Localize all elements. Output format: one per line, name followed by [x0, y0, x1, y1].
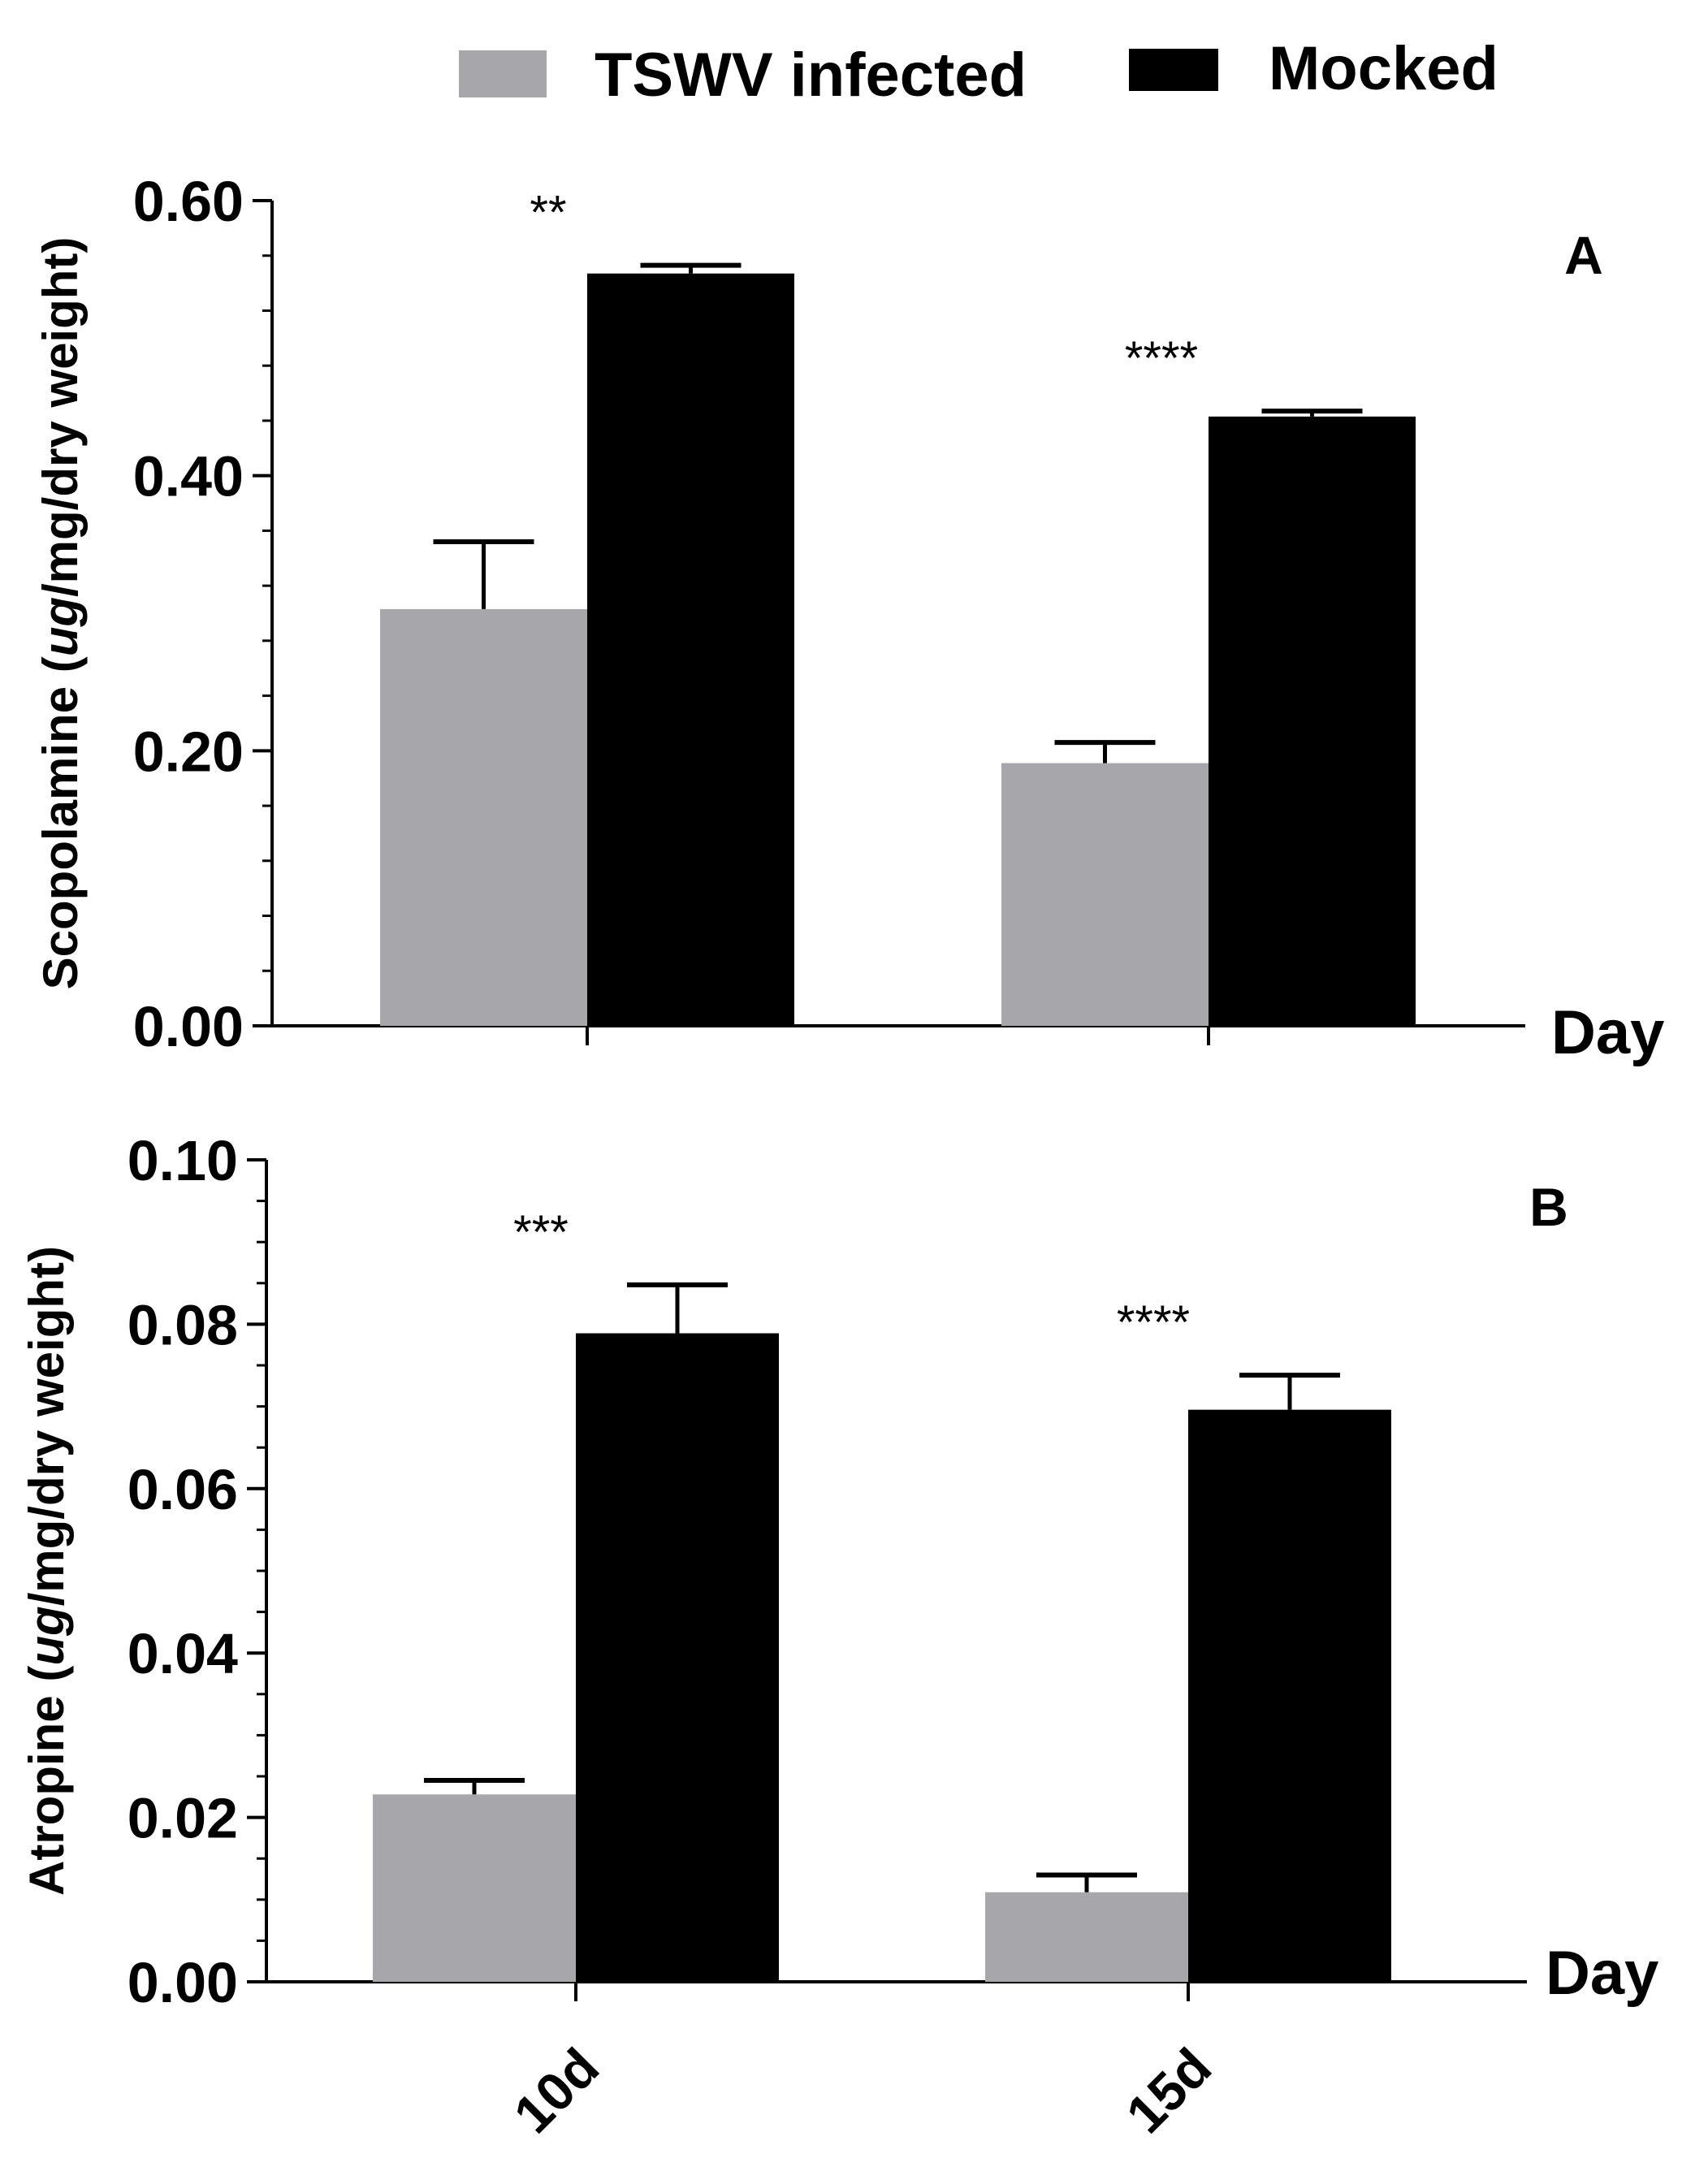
bar-infected [380, 608, 587, 1026]
y-tick-label: 0.04 [128, 1622, 238, 1685]
bar-mocked [1209, 416, 1416, 1026]
y-axis-title: Atropine (ug/mg/dry weight) [19, 1246, 74, 1896]
significance-marker: ** [530, 187, 566, 240]
x-axis-title: Day [1551, 998, 1664, 1067]
x-tick-label: 10d [502, 2036, 610, 2144]
y-axis-title-unit: ug [33, 597, 88, 656]
legend-swatch-mocked [1129, 49, 1218, 91]
legend-label-infected: TSWV infected [595, 41, 1027, 110]
y-tick-label: 0.10 [128, 1129, 238, 1192]
y-tick-label: 0.00 [133, 995, 244, 1058]
significance-marker: *** [513, 1206, 569, 1259]
y-axis-title-suffix: /mg/dry weight) [33, 237, 88, 597]
chart-panel-b: 0.00 0.02 0.04 0.06 0.08 0.10 Atropine (ug/mg/… [19, 1129, 1658, 2144]
y-axis-title-prefix: Atropine ( [19, 1666, 74, 1896]
y-axis-title-unit: ug [19, 1606, 74, 1665]
bar-mocked [587, 273, 794, 1026]
y-tick-label: 0.02 [128, 1787, 238, 1850]
panel-letter: A [1564, 225, 1603, 285]
bar-mocked [1188, 1409, 1391, 1982]
y-tick-label: 0.06 [128, 1458, 238, 1521]
x-tick-label: 15d [1114, 2036, 1222, 2144]
panel-letter: B [1529, 1177, 1568, 1237]
legend: TSWV infected Mocked [459, 34, 1498, 110]
y-tick-label: 0.20 [133, 720, 244, 783]
bar-infected [373, 1794, 576, 1982]
significance-marker: **** [1125, 332, 1198, 385]
significance-marker: **** [1117, 1296, 1190, 1349]
y-tick-label: 0.40 [133, 445, 244, 508]
y-axis-title-suffix: /mg/dry weight) [19, 1246, 74, 1606]
y-tick-label: 0.60 [133, 170, 244, 233]
y-axis-title: Scopolamine (ug/mg/dry weight) [33, 237, 88, 990]
legend-label-mocked: Mocked [1269, 34, 1498, 103]
bar-infected [985, 1892, 1188, 1982]
y-tick-label: 0.08 [128, 1293, 238, 1356]
chart-panel-a: 0.00 0.20 0.40 0.60 Scopolamine (ug/mg/dry w… [33, 170, 1664, 1067]
bar-mocked [576, 1333, 779, 1982]
y-axis-title-prefix: Scopolamine ( [33, 656, 88, 989]
legend-swatch-infected [459, 50, 547, 97]
x-axis-title: Day [1546, 1939, 1658, 2008]
y-tick-label: 0.00 [128, 1951, 238, 2014]
bar-infected [1001, 763, 1209, 1026]
